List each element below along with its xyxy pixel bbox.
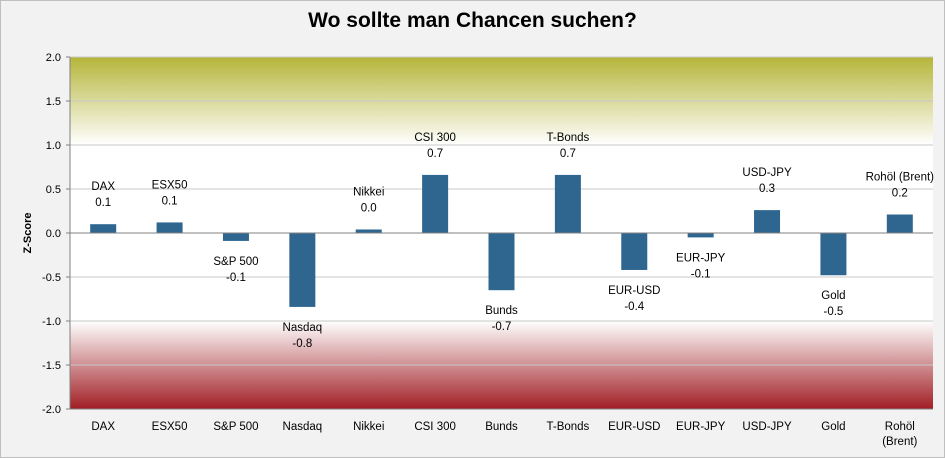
data-label-name: Nikkei: [353, 186, 384, 198]
x-tick-label: T-Bonds: [546, 421, 589, 433]
data-label-value: 0.1: [95, 197, 111, 209]
x-tick-label: S&P 500: [213, 421, 258, 433]
data-label-name: ESX50: [152, 179, 188, 191]
y-axis-title: Z-Score: [22, 213, 34, 254]
data-label-value: -0.4: [624, 301, 644, 313]
y-axis-ticks: 2.0 1.5 1.0 0.5 0.0 -0.5 -1.0 -1.5 -2.0: [42, 52, 70, 416]
y-tick-label: 0.5: [46, 184, 61, 196]
data-label-value: 0.7: [427, 148, 443, 160]
y-tick-label: 1.5: [46, 96, 61, 108]
x-axis-ticks: DAX ESX50 S&P 500 Nasdaq Nikkei CSI 300 Bunds T…: [91, 421, 917, 448]
data-label-name: S&P 500: [213, 256, 258, 268]
bar: [687, 233, 714, 238]
bar: [820, 233, 847, 276]
data-label-value: -0.5: [824, 306, 844, 318]
x-tick-label: Rohöl (Brent): [882, 421, 917, 448]
data-label-value: 0.3: [759, 183, 775, 195]
bar: [488, 233, 515, 291]
bar: [621, 233, 648, 270]
data-label-name: T-Bonds: [546, 132, 589, 144]
data-label-name: Bunds: [485, 305, 518, 317]
data-label-value: -0.7: [492, 321, 512, 333]
data-label-name: EUR-JPY: [676, 252, 726, 264]
x-tick-label: DAX: [91, 421, 115, 433]
data-label-name: Nasdaq: [283, 322, 323, 334]
bar: [90, 224, 117, 233]
x-tick-label: Nikkei: [353, 421, 384, 433]
data-label-name: EUR-USD: [608, 285, 660, 297]
gridlines: [70, 56, 933, 410]
x-tick-label: CSI 300: [414, 421, 456, 433]
bar-series: [90, 174, 913, 307]
bar: [289, 233, 316, 307]
data-label-value: 0.2: [892, 188, 908, 200]
data-label-name: Rohöl (Brent): [866, 172, 935, 184]
bar: [222, 233, 249, 241]
y-tick-label: 0.0: [46, 228, 61, 240]
bar: [886, 214, 913, 233]
x-tick-label: Nasdaq: [283, 421, 323, 433]
bar: [156, 222, 183, 233]
y-tick-label: -1.0: [42, 316, 61, 328]
data-label-name: DAX: [91, 181, 115, 193]
data-label-name: Gold: [821, 290, 845, 302]
data-labels: DAX 0.1 ESX50 0.1 S&P 500 -0.1 Nasdaq -0.8 Nikke…: [91, 132, 934, 350]
x-tick-label: ESX50: [152, 421, 188, 433]
bar: [422, 174, 449, 233]
data-label-value: 0.0: [361, 202, 377, 214]
data-label-value: 0.1: [162, 195, 178, 207]
data-label-value: -0.8: [292, 338, 312, 350]
y-tick-label: 2.0: [46, 52, 61, 64]
data-label-name: USD-JPY: [742, 167, 792, 179]
x-tick-label: EUR-USD: [608, 421, 660, 433]
x-tick-label: Gold: [821, 421, 845, 433]
x-tick-label: EUR-JPY: [676, 421, 726, 433]
y-tick-label: -0.5: [42, 272, 61, 284]
y-tick-label: 1.0: [46, 140, 61, 152]
bar: [754, 210, 781, 233]
data-label-name: CSI 300: [414, 132, 456, 144]
data-label-value: -0.1: [691, 268, 711, 280]
data-label-value: 0.7: [560, 148, 576, 160]
x-tick-label: Bunds: [485, 421, 518, 433]
chart-title: Wo sollte man Chancen suchen?: [308, 9, 637, 32]
y-tick-label: -2.0: [42, 404, 61, 416]
data-label-value: -0.1: [226, 272, 246, 284]
y-tick-label: -1.5: [42, 360, 61, 372]
x-tick-label: USD-JPY: [742, 421, 792, 433]
bar: [355, 229, 382, 233]
bar: [554, 174, 581, 233]
